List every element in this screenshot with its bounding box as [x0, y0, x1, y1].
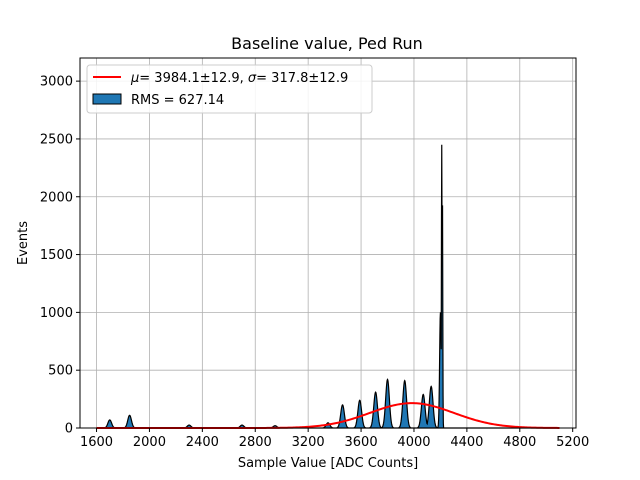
legend-hist-swatch	[92, 93, 122, 105]
legend-box	[86, 64, 373, 114]
x-tick-label: 3200	[292, 435, 325, 450]
plot-frame	[79, 57, 577, 429]
legend-mu-text: = 3984.1±12.9,	[139, 71, 248, 86]
y-tick-label: 2000	[40, 190, 73, 205]
x-tick-label: 4400	[450, 435, 483, 450]
x-axis-label: Sample Value [ADC Counts]	[238, 456, 418, 471]
x-tick-label: 4000	[397, 435, 430, 450]
legend-sigma-text: = 317.8±12.9	[256, 71, 348, 86]
x-tick-label: 5200	[556, 435, 589, 450]
y-tick-label: 500	[48, 364, 73, 379]
legend-hist-label: RMS = 627.14	[131, 93, 224, 108]
y-tick-label: 1000	[40, 306, 73, 321]
x-tick-label: 4800	[503, 435, 536, 450]
x-tick-label: 2800	[239, 435, 272, 450]
y-tick-label: 2500	[40, 132, 73, 147]
y-tick-label: 3000	[40, 75, 73, 90]
y-tick-label: 0	[65, 422, 73, 437]
legend-fit-label: μ= 3984.1±12.9, σ= 317.8±12.9	[130, 71, 348, 86]
chart-title: Baseline value, Ped Run	[231, 34, 423, 53]
x-ticks: 1600 2000 2400 2800 3200 3600 4000 4400 4800 5200	[80, 428, 589, 450]
x-tick-label: 2000	[133, 435, 166, 450]
legend-mu-symbol: μ	[130, 71, 139, 86]
legend-sigma-symbol: σ	[248, 71, 257, 86]
x-tick-label: 2400	[186, 435, 219, 450]
x-tick-label: 1600	[80, 435, 113, 450]
legend: μ= 3984.1±12.9, σ= 317.8±12.9 RMS = 627.…	[86, 64, 373, 114]
y-tick-label: 1500	[40, 248, 73, 263]
y-ticks: 0 500 1000 1500 2000 2500 3000	[40, 75, 80, 437]
x-tick-label: 3600	[345, 435, 378, 450]
y-axis-label: Events	[16, 221, 31, 265]
